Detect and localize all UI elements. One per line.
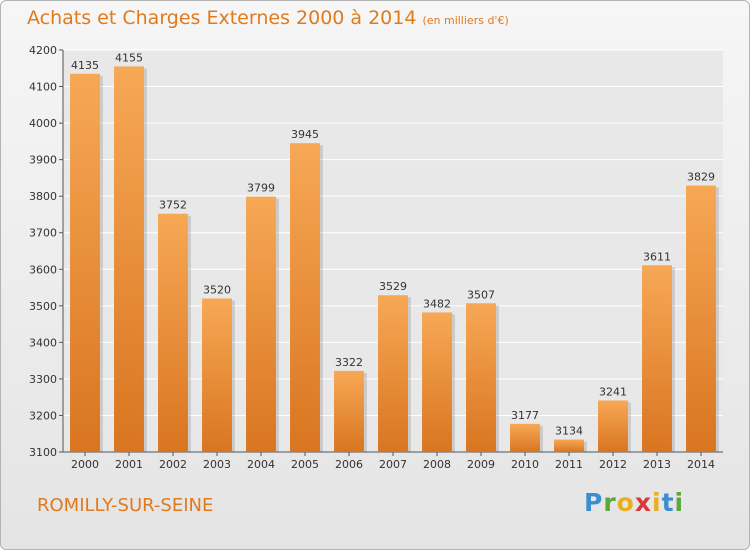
x-tick-label: 2008 [423,458,451,471]
x-tick-label: 2009 [467,458,495,471]
data-label: 4155 [115,51,143,64]
x-tick-label: 2000 [71,458,99,471]
bar-2014 [686,185,716,453]
x-tick-label: 2006 [335,458,363,471]
axis-layer: 3100 3200 3300 3400 3500 3600 3700 3800 3900 4000… [29,44,723,471]
y-tick-label: 4000 [29,117,57,130]
y-tick-label: 3600 [29,263,57,276]
data-label: 3241 [599,385,627,398]
logo-letter: o [616,488,635,517]
data-label: 3520 [203,284,231,297]
data-label: 3799 [247,182,275,195]
x-tick-label: 2010 [511,458,539,471]
bar-2009 [466,303,496,452]
bar-2010 [510,423,540,452]
y-tick-label: 3900 [29,154,57,167]
chart-title: Achats et Charges Externes 2000 à 2014 (e… [27,7,509,29]
bar-2001 [114,66,144,452]
x-tick-label: 2013 [643,458,671,471]
x-tick-label: 2001 [115,458,143,471]
bar-2005 [290,143,320,452]
bar-2002 [158,213,188,452]
bar-2003 [202,298,232,452]
data-label: 4135 [71,59,99,72]
y-tick-label: 3800 [29,190,57,203]
x-tick-label: 2004 [247,458,275,471]
y-tick-label: 4100 [29,81,57,94]
bar-2007 [378,295,408,452]
y-tick-label: 3200 [29,409,57,422]
y-tick-label: 3300 [29,373,57,386]
logo-letter: P [584,488,604,517]
x-tick-label: 2014 [687,458,715,471]
data-label: 3134 [555,425,583,438]
city-name: ROMILLY-SUR-SEINE [37,495,214,516]
data-label: 3529 [379,280,407,293]
x-tick-label: 2005 [291,458,319,471]
chart-subtitle: (en milliers d'€) [422,14,509,27]
y-tick-label: 3100 [29,446,57,459]
bar-2008 [422,312,452,452]
bar-2013 [642,265,672,452]
data-label: 3829 [687,171,715,184]
bar-2004 [246,196,276,452]
y-tick-label: 3400 [29,336,57,349]
data-label: 3322 [335,356,363,369]
y-tick-label: 4200 [29,44,57,57]
y-tick-label: 3500 [29,300,57,313]
x-tick-label: 2012 [599,458,627,471]
data-label: 3177 [511,409,539,422]
data-label: 3482 [423,297,451,310]
bar-layer: 4135 4155 3752 3520 3799 3945 3322 3529 3482 3507… [70,51,719,453]
bar-2006 [334,370,364,452]
bar-2000 [70,73,100,452]
y-tick-label: 3700 [29,227,57,240]
bar-2012 [598,400,628,452]
x-tick-label: 2002 [159,458,187,471]
logo-letter: t [661,488,675,517]
data-label: 3752 [159,199,187,212]
data-label: 3945 [291,128,319,141]
proxiti-logo: Proxiti [584,488,684,517]
data-label: 3611 [643,250,671,263]
x-tick-label: 2003 [203,458,231,471]
bar-2011 [554,439,584,452]
data-label: 3507 [467,288,495,301]
x-tick-label: 2011 [555,458,583,471]
logo-letter: i [652,488,662,517]
logo-letter: x [634,488,652,517]
logo-letter: r [603,488,617,517]
x-tick-label: 2007 [379,458,407,471]
logo-letter: i [674,488,685,517]
title-text: Achats et Charges Externes 2000 à 2014 [27,7,417,29]
